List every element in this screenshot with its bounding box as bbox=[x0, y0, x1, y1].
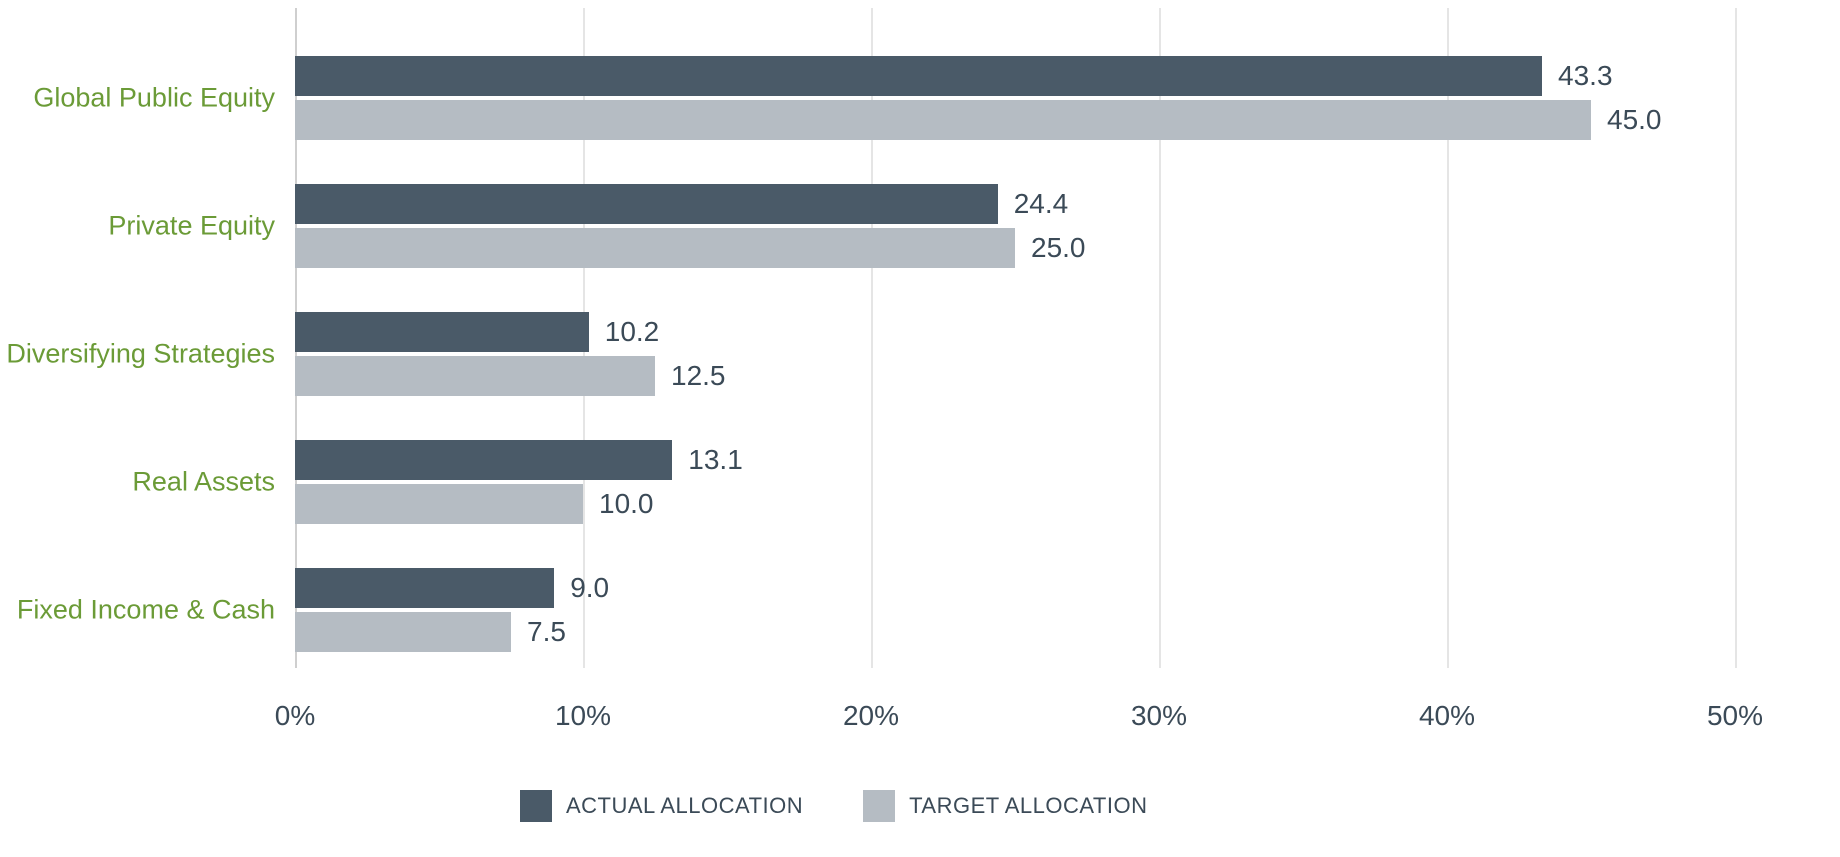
x-tick-label: 20% bbox=[843, 700, 899, 732]
bar-value-label: 45.0 bbox=[1607, 104, 1662, 136]
category-label: Global Public Equity bbox=[0, 83, 275, 114]
bar-value-label: 12.5 bbox=[671, 360, 726, 392]
x-tick-label: 10% bbox=[555, 700, 611, 732]
category-label: Real Assets bbox=[0, 467, 275, 498]
actual-bar bbox=[295, 184, 998, 224]
actual-bar bbox=[295, 568, 554, 608]
bar-value-label: 9.0 bbox=[570, 572, 609, 604]
target-bar bbox=[295, 356, 655, 396]
bar-value-label: 24.4 bbox=[1014, 188, 1069, 220]
legend-label: ACTUAL ALLOCATION bbox=[566, 793, 803, 819]
bar-value-label: 10.0 bbox=[599, 488, 654, 520]
bar-value-label: 43.3 bbox=[1558, 60, 1613, 92]
legend-label: TARGET ALLOCATION bbox=[909, 793, 1147, 819]
legend-swatch bbox=[520, 790, 552, 822]
category-label: Diversifying Strategies bbox=[0, 339, 275, 370]
target-bar bbox=[295, 100, 1591, 140]
actual-bar bbox=[295, 56, 1542, 96]
legend-item: ACTUAL ALLOCATION bbox=[520, 790, 803, 822]
category-label: Private Equity bbox=[0, 211, 275, 242]
target-bar bbox=[295, 612, 511, 652]
allocation-chart: 43.3 45.0 24.4 25.0 10.2 12.5 13.1 10.0 9.07.5 0%… bbox=[0, 0, 1840, 857]
bar-value-label: 13.1 bbox=[688, 444, 743, 476]
actual-bar bbox=[295, 312, 589, 352]
target-bar bbox=[295, 484, 583, 524]
legend: ACTUAL ALLOCATION TARGET ALLOCATION bbox=[520, 790, 1147, 822]
bar-value-label: 25.0 bbox=[1031, 232, 1086, 264]
x-tick-label: 30% bbox=[1131, 700, 1187, 732]
actual-bar bbox=[295, 440, 672, 480]
x-tick-label: 0% bbox=[275, 700, 315, 732]
target-bar bbox=[295, 228, 1015, 268]
category-label: Fixed Income & Cash bbox=[0, 595, 275, 626]
x-tick-label: 50% bbox=[1707, 700, 1763, 732]
x-tick-label: 40% bbox=[1419, 700, 1475, 732]
legend-swatch bbox=[863, 790, 895, 822]
gridline bbox=[1735, 8, 1737, 668]
bar-value-label: 10.2 bbox=[605, 316, 660, 348]
plot-area: 43.3 45.0 24.4 25.0 10.2 12.5 13.1 10.0 9.07.5 bbox=[295, 8, 1735, 668]
legend-item: TARGET ALLOCATION bbox=[863, 790, 1147, 822]
bar-value-label: 7.5 bbox=[527, 616, 566, 648]
